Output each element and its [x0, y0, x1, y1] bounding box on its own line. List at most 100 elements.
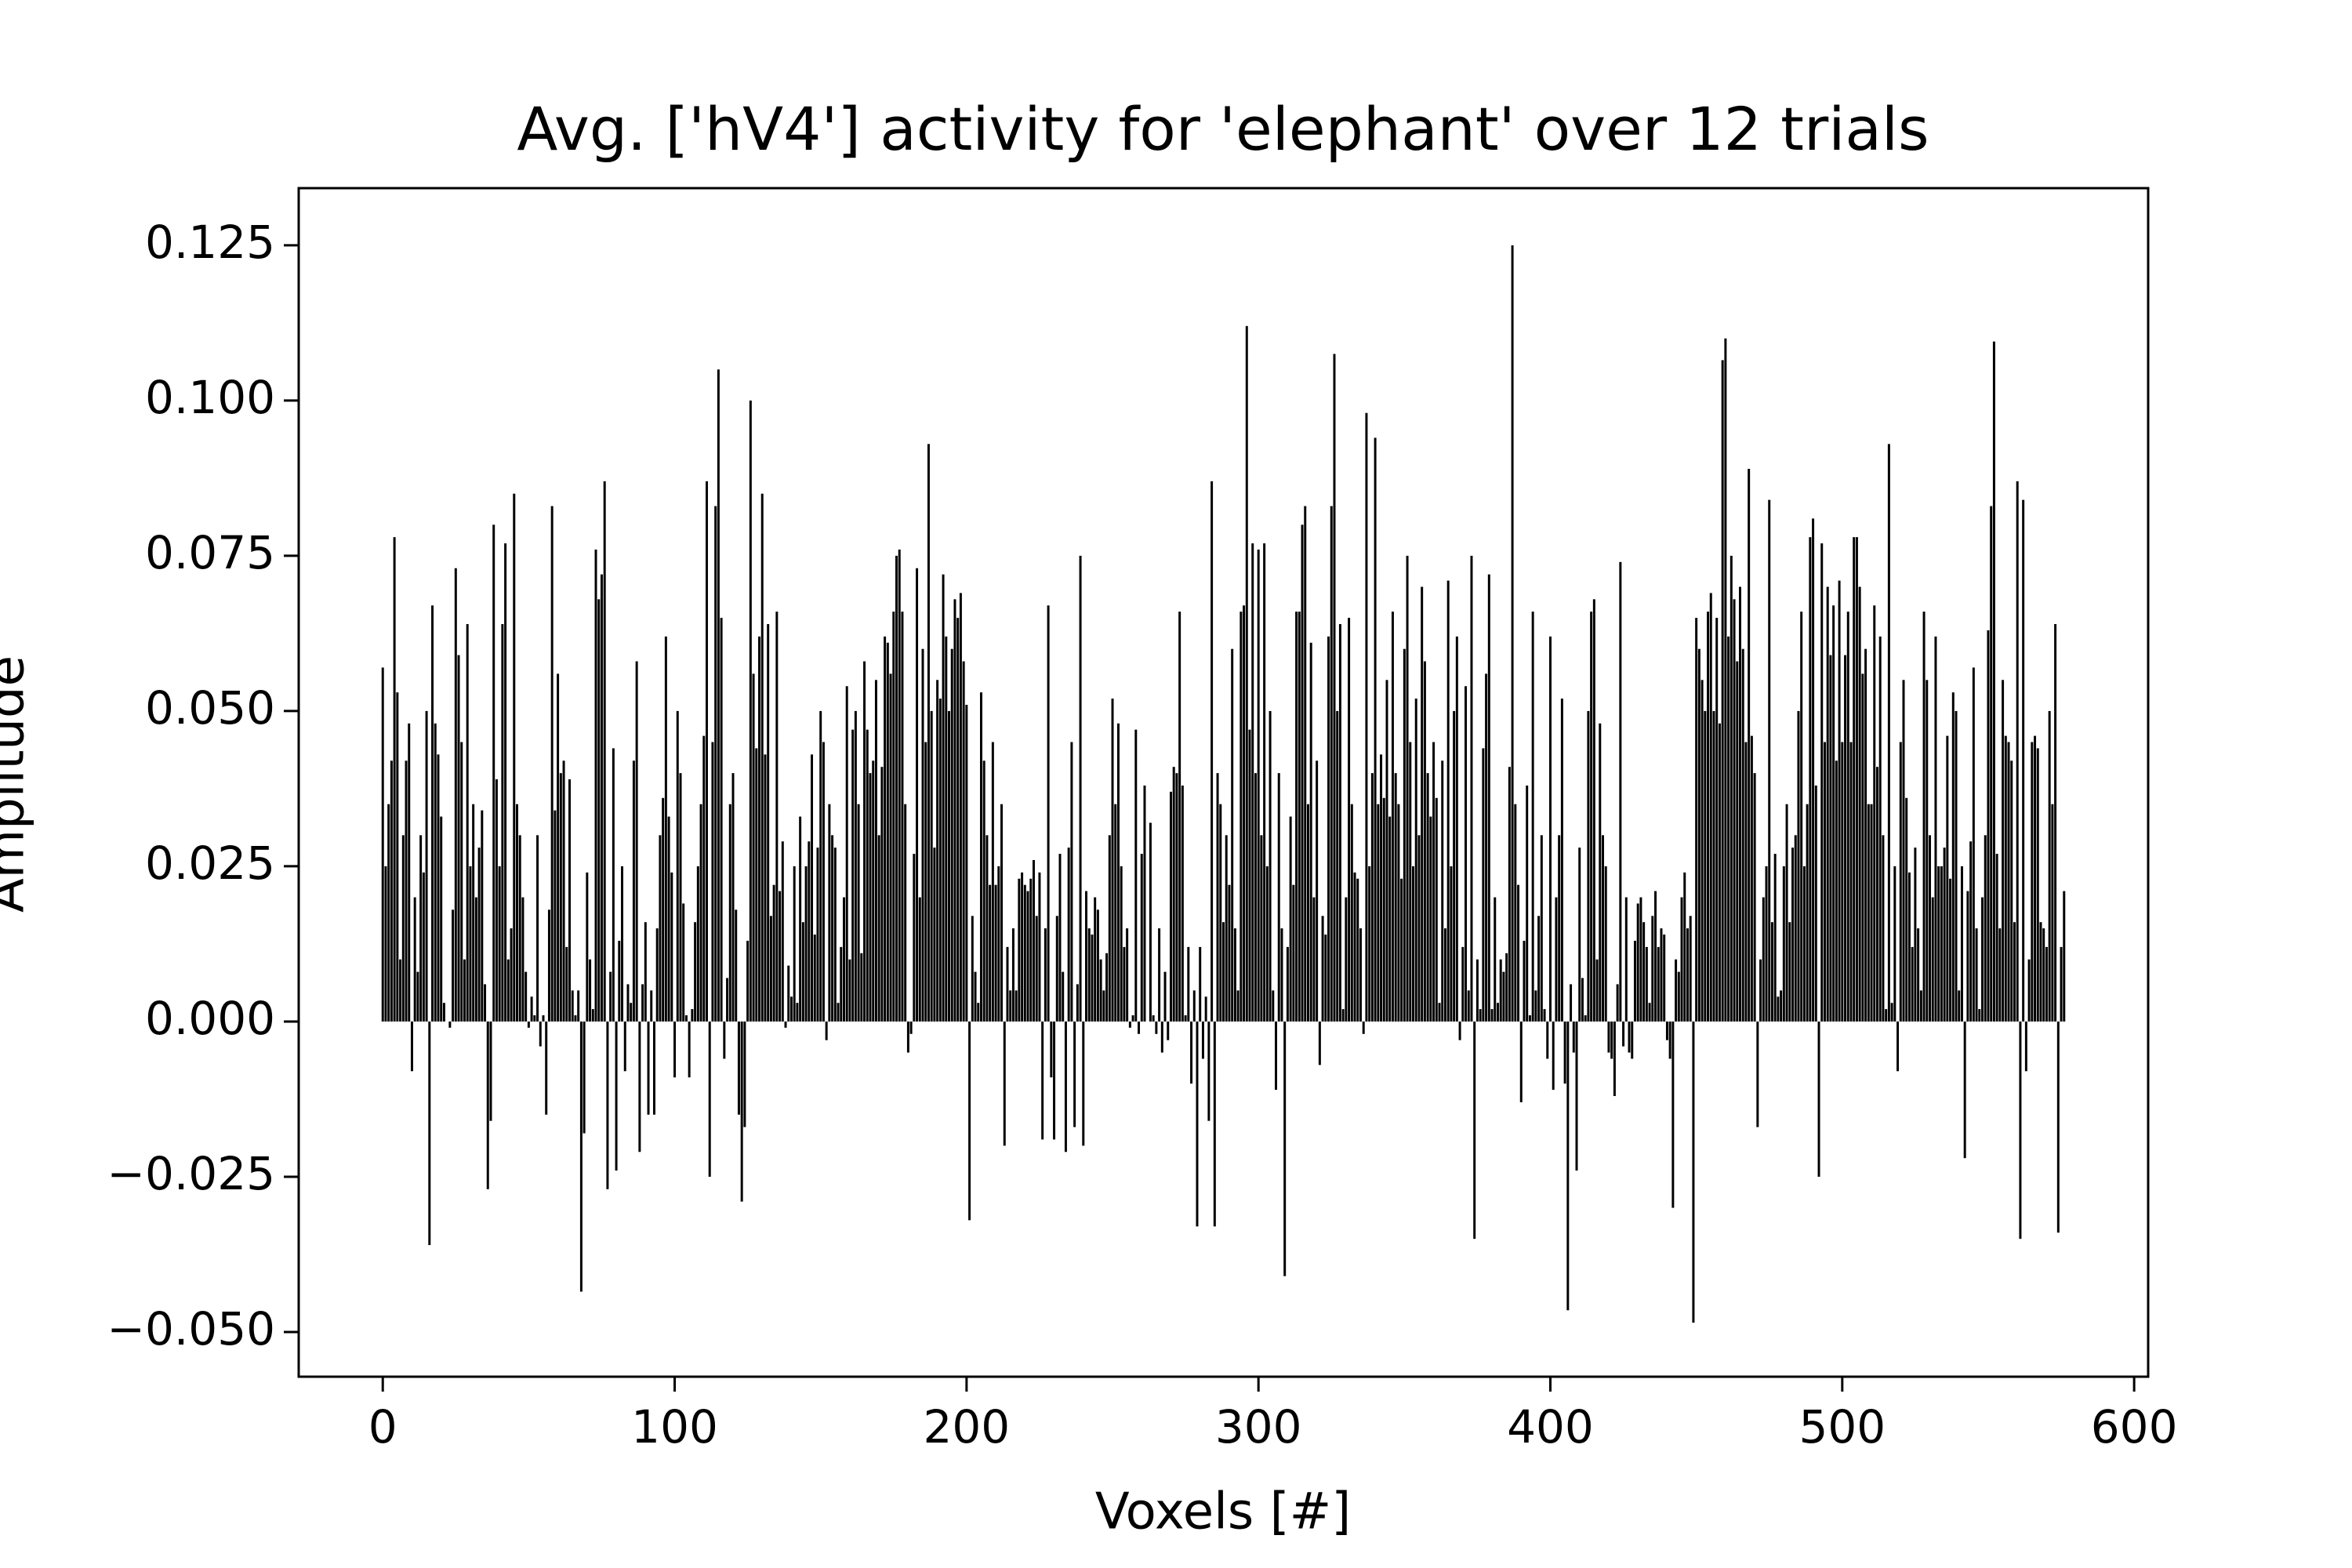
y-tick-label: −0.025: [107, 1147, 275, 1200]
bar: [437, 754, 440, 1022]
bar: [1893, 866, 1896, 1022]
bar: [948, 710, 951, 1022]
bar: [886, 642, 889, 1022]
bar: [784, 1021, 787, 1028]
bar: [1546, 1021, 1549, 1059]
bar: [1479, 1009, 1482, 1022]
bar: [1592, 599, 1595, 1022]
bar: [621, 866, 624, 1022]
bar: [428, 1021, 431, 1246]
bar: [1475, 959, 1479, 1022]
bar: [991, 742, 994, 1022]
bar: [600, 574, 603, 1022]
bar: [1192, 990, 1196, 1022]
bar: [787, 965, 790, 1022]
bar: [779, 891, 782, 1022]
bar: [706, 481, 708, 1022]
bar: [1622, 1021, 1625, 1047]
bar: [1143, 785, 1146, 1022]
bar: [860, 953, 863, 1022]
bar: [2045, 946, 2048, 1022]
bar: [484, 984, 487, 1022]
bar: [524, 971, 528, 1022]
bar: [1563, 1021, 1566, 1084]
bar: [1770, 922, 1773, 1022]
y-axis-label: Amplitude: [0, 655, 36, 913]
bar: [1321, 916, 1324, 1022]
bar: [650, 990, 653, 1022]
bar: [513, 493, 516, 1022]
bar: [1111, 699, 1114, 1022]
bar: [1067, 848, 1070, 1022]
bar: [501, 624, 504, 1022]
bar: [1269, 710, 1272, 1022]
bar: [1283, 1021, 1287, 1276]
bar: [1823, 742, 1826, 1022]
bar: [688, 1021, 691, 1078]
bar: [769, 916, 772, 1022]
bar: [626, 984, 630, 1022]
bar: [1102, 990, 1105, 1022]
bar: [1514, 804, 1517, 1022]
bar: [662, 797, 665, 1022]
bar: [1940, 866, 1943, 1022]
bar: [422, 872, 425, 1022]
bar: [1645, 946, 1648, 1022]
bar: [2060, 946, 2063, 1022]
bar: [425, 710, 428, 1022]
bar: [1744, 742, 1748, 1022]
bar: [892, 612, 895, 1022]
bar: [872, 760, 875, 1022]
bar: [1560, 699, 1563, 1022]
bar: [1167, 1021, 1170, 1040]
bar: [574, 1015, 577, 1022]
bar: [842, 897, 845, 1022]
bar: [735, 909, 738, 1022]
bar: [489, 1021, 492, 1121]
bar: [1295, 612, 1298, 1022]
bar: [1543, 1009, 1546, 1022]
bar: [1812, 518, 1815, 1022]
bar: [898, 549, 901, 1022]
y-tick-label: −0.050: [107, 1302, 275, 1356]
bar: [2010, 760, 2013, 1022]
bar: [1070, 742, 1073, 1022]
bar: [521, 897, 524, 1022]
bar: [393, 537, 396, 1022]
bar: [1391, 612, 1394, 1022]
bar: [1400, 878, 1403, 1022]
bar: [2024, 1021, 2027, 1072]
bar: [1955, 710, 1958, 1022]
bar: [2054, 624, 2057, 1022]
bar: [1820, 543, 1824, 1022]
bar: [399, 959, 402, 1022]
bar: [1878, 636, 1882, 1022]
bar: [1677, 971, 1680, 1022]
bar: [1905, 797, 1908, 1022]
bar: [1245, 325, 1248, 1022]
bar: [1727, 636, 1730, 1022]
bar: [1187, 946, 1190, 1022]
bar: [1873, 605, 1876, 1022]
y-tick-label: 0.000: [145, 992, 275, 1045]
bar: [760, 493, 764, 1022]
bar: [682, 903, 685, 1022]
bar: [547, 909, 550, 1022]
bar: [924, 742, 927, 1022]
bar: [506, 959, 510, 1022]
bar: [1079, 555, 1082, 1022]
bar: [1599, 723, 1602, 1022]
bar: [1453, 710, 1456, 1022]
bar: [1041, 1021, 1044, 1140]
bar: [2042, 928, 2045, 1022]
bar: [1085, 891, 1088, 1022]
bar: [1336, 710, 1339, 1022]
bar: [2027, 959, 2031, 1022]
bar: [1406, 555, 1409, 1022]
bar: [1021, 872, 1024, 1022]
bar: [594, 549, 597, 1022]
bar: [1064, 1021, 1067, 1152]
bar: [1094, 897, 1097, 1022]
bar: [1304, 506, 1307, 1022]
